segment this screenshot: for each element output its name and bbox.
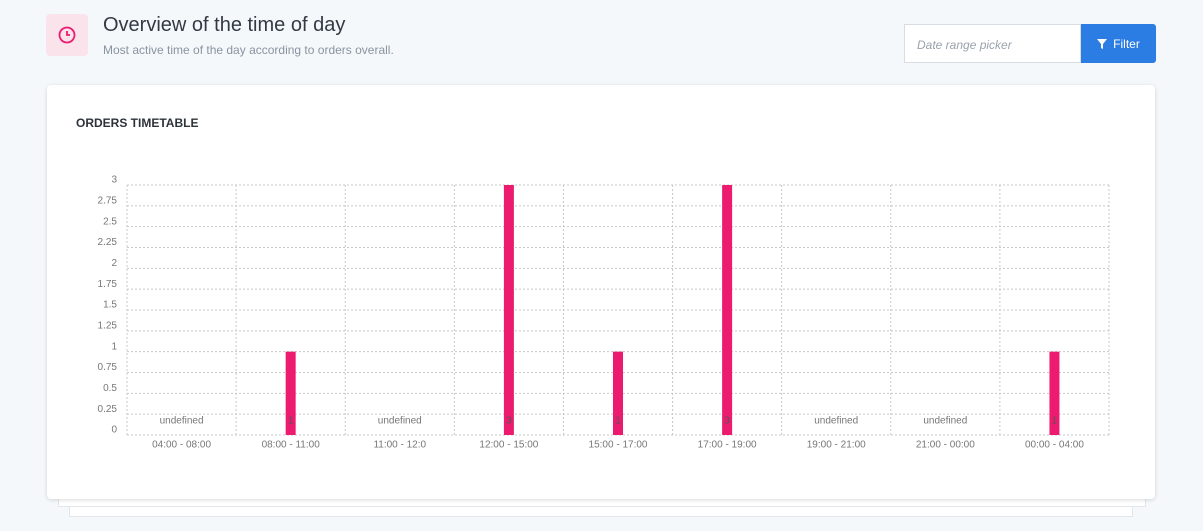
x-tick-label: 12:00 - 15:00 xyxy=(479,440,538,451)
y-tick-label: 1.75 xyxy=(98,279,118,290)
value-label: 3 xyxy=(506,416,512,427)
y-tick-label: 1 xyxy=(111,341,117,352)
y-tick-label: 2.75 xyxy=(98,195,118,206)
value-label: 3 xyxy=(724,416,730,427)
value-label: undefined xyxy=(378,416,422,427)
bar xyxy=(285,351,296,435)
y-tick-label: 3 xyxy=(111,175,117,186)
value-label: 1 xyxy=(288,416,294,427)
clock-svg xyxy=(58,26,76,44)
y-tick-label: 2.25 xyxy=(98,237,118,248)
value-label: 1 xyxy=(1052,416,1058,427)
bar xyxy=(722,185,733,435)
x-tick-label: 19:00 - 21:00 xyxy=(807,440,866,451)
bar xyxy=(1049,351,1060,435)
filter-button[interactable]: Filter xyxy=(1081,24,1156,63)
x-tick-label: 00:00 - 04:00 xyxy=(1025,440,1084,451)
filter-icon xyxy=(1097,38,1108,49)
value-label: 1 xyxy=(615,416,621,427)
x-tick-label: 15:00 - 17:00 xyxy=(589,440,648,451)
bar xyxy=(503,185,514,435)
value-label: undefined xyxy=(160,416,204,427)
chart-card: ORDERS TIMETABLE xyxy=(47,85,1155,499)
filter-label: Filter xyxy=(1113,36,1140,51)
bar xyxy=(613,351,623,435)
value-label: undefined xyxy=(814,416,858,427)
card-title: ORDERS TIMETABLE xyxy=(76,116,199,130)
page-title: Overview of the time of day xyxy=(103,14,346,36)
y-tick-label: 1.25 xyxy=(98,320,118,331)
y-tick-label: 1.5 xyxy=(103,300,117,311)
y-tick-label: 0.5 xyxy=(103,383,117,394)
page-subtitle: Most active time of the day according to… xyxy=(103,43,394,57)
y-tick-label: 2.5 xyxy=(103,216,117,227)
x-tick-label: 21:00 - 00:00 xyxy=(916,440,975,451)
clock-icon xyxy=(46,14,88,56)
date-range-picker[interactable]: Date range picker xyxy=(904,24,1081,63)
x-tick-label: 08:00 - 11:00 xyxy=(262,440,321,451)
y-tick-label: 0.25 xyxy=(98,404,118,415)
x-tick-label: 04:00 - 08:00 xyxy=(152,440,211,451)
y-tick-label: 0.75 xyxy=(98,362,118,373)
x-tick-label: 11:00 - 12:0 xyxy=(373,440,426,451)
value-label: undefined xyxy=(923,416,967,427)
y-tick-label: 0 xyxy=(111,425,117,436)
x-tick-label: 17:00 - 19:00 xyxy=(698,440,757,451)
y-tick-label: 2 xyxy=(111,258,117,269)
